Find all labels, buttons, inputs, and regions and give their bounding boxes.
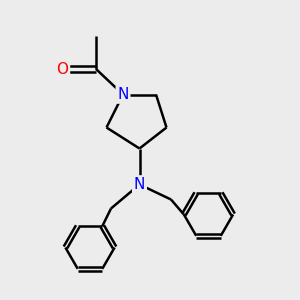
Text: N: N — [117, 87, 129, 102]
Text: O: O — [56, 61, 68, 76]
Text: N: N — [134, 177, 145, 192]
